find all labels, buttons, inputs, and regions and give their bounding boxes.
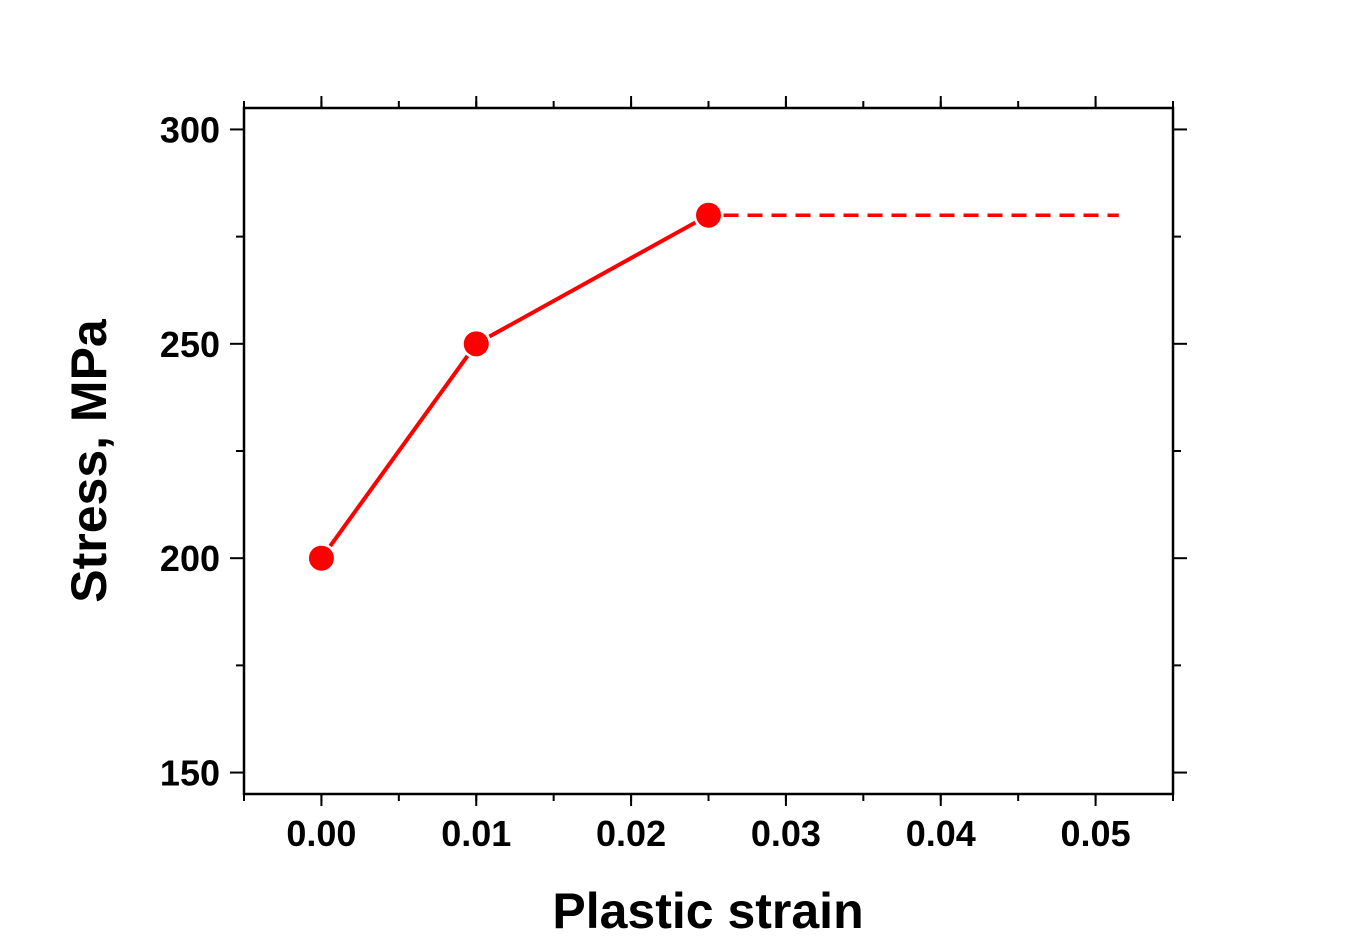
data-markers bbox=[308, 202, 721, 571]
y-tick-label: 200 bbox=[160, 538, 220, 579]
x-axis-title: Plastic strain bbox=[552, 883, 863, 939]
x-tick-label: 0.02 bbox=[596, 813, 666, 854]
data-lines bbox=[328, 213, 1119, 548]
y-tick-label: 300 bbox=[160, 109, 220, 150]
x-tick-label: 0.00 bbox=[286, 813, 356, 854]
x-tick-label: 0.04 bbox=[906, 813, 976, 854]
axis-tick-labels: 0.00 0.01 0.02 0.03 0.04 0.05 150 200 250 300 bbox=[160, 109, 1131, 854]
axis-ticks bbox=[230, 96, 1187, 806]
y-tick-label: 150 bbox=[160, 753, 220, 794]
x-tick-label: 0.05 bbox=[1061, 813, 1131, 854]
x-tick-label: 0.01 bbox=[441, 813, 511, 854]
data-point bbox=[463, 331, 489, 357]
solid-line-segment bbox=[488, 220, 697, 339]
data-point bbox=[308, 545, 334, 571]
data-point bbox=[696, 202, 721, 228]
solid-line-segment bbox=[328, 354, 470, 548]
y-axis-title: Stress, MPa bbox=[61, 318, 117, 603]
x-tick-label: 0.03 bbox=[751, 813, 821, 854]
y-tick-label: 250 bbox=[160, 324, 220, 365]
